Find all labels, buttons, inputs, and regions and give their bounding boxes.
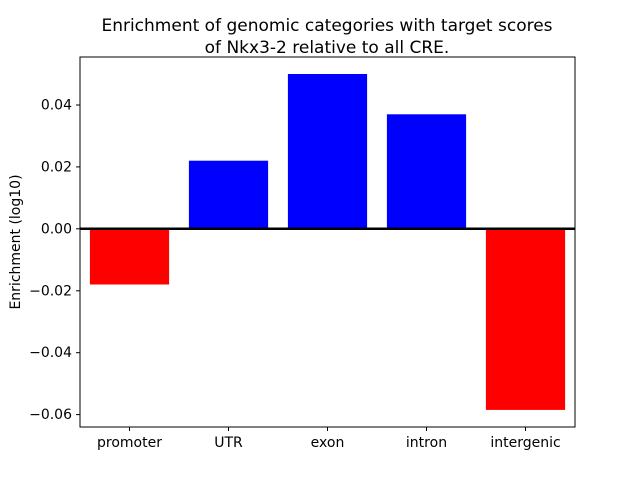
bar-intergenic bbox=[485, 228, 566, 410]
axes-box bbox=[79, 56, 576, 428]
bar-UTR bbox=[188, 160, 269, 229]
y-tick-label: −0.06 bbox=[29, 407, 72, 423]
chart-title-line2: of Nkx3-2 relative to all CRE. bbox=[204, 38, 450, 59]
y-tick-label: 0.04 bbox=[41, 98, 72, 114]
x-tick-label-intergenic: intergenic bbox=[490, 435, 560, 451]
x-tick-label-exon: exon bbox=[311, 435, 345, 451]
y-tick-label: −0.02 bbox=[29, 283, 72, 299]
y-tick-label: 0.02 bbox=[41, 159, 72, 175]
x-tick-label-promoter: promoter bbox=[97, 435, 162, 451]
bar-exon bbox=[287, 74, 368, 229]
x-tick-label-intron: intron bbox=[406, 435, 447, 451]
bar-promoter bbox=[89, 228, 170, 285]
chart-title: Enrichment of genomic categories with ta… bbox=[7, 15, 640, 60]
chart-title-line1: Enrichment of genomic categories with ta… bbox=[101, 16, 553, 36]
bar-intron bbox=[386, 114, 467, 229]
y-tick-label: 0.00 bbox=[41, 221, 72, 237]
y-tick-label: −0.04 bbox=[29, 345, 72, 361]
x-tick-label-UTR: UTR bbox=[214, 435, 243, 451]
